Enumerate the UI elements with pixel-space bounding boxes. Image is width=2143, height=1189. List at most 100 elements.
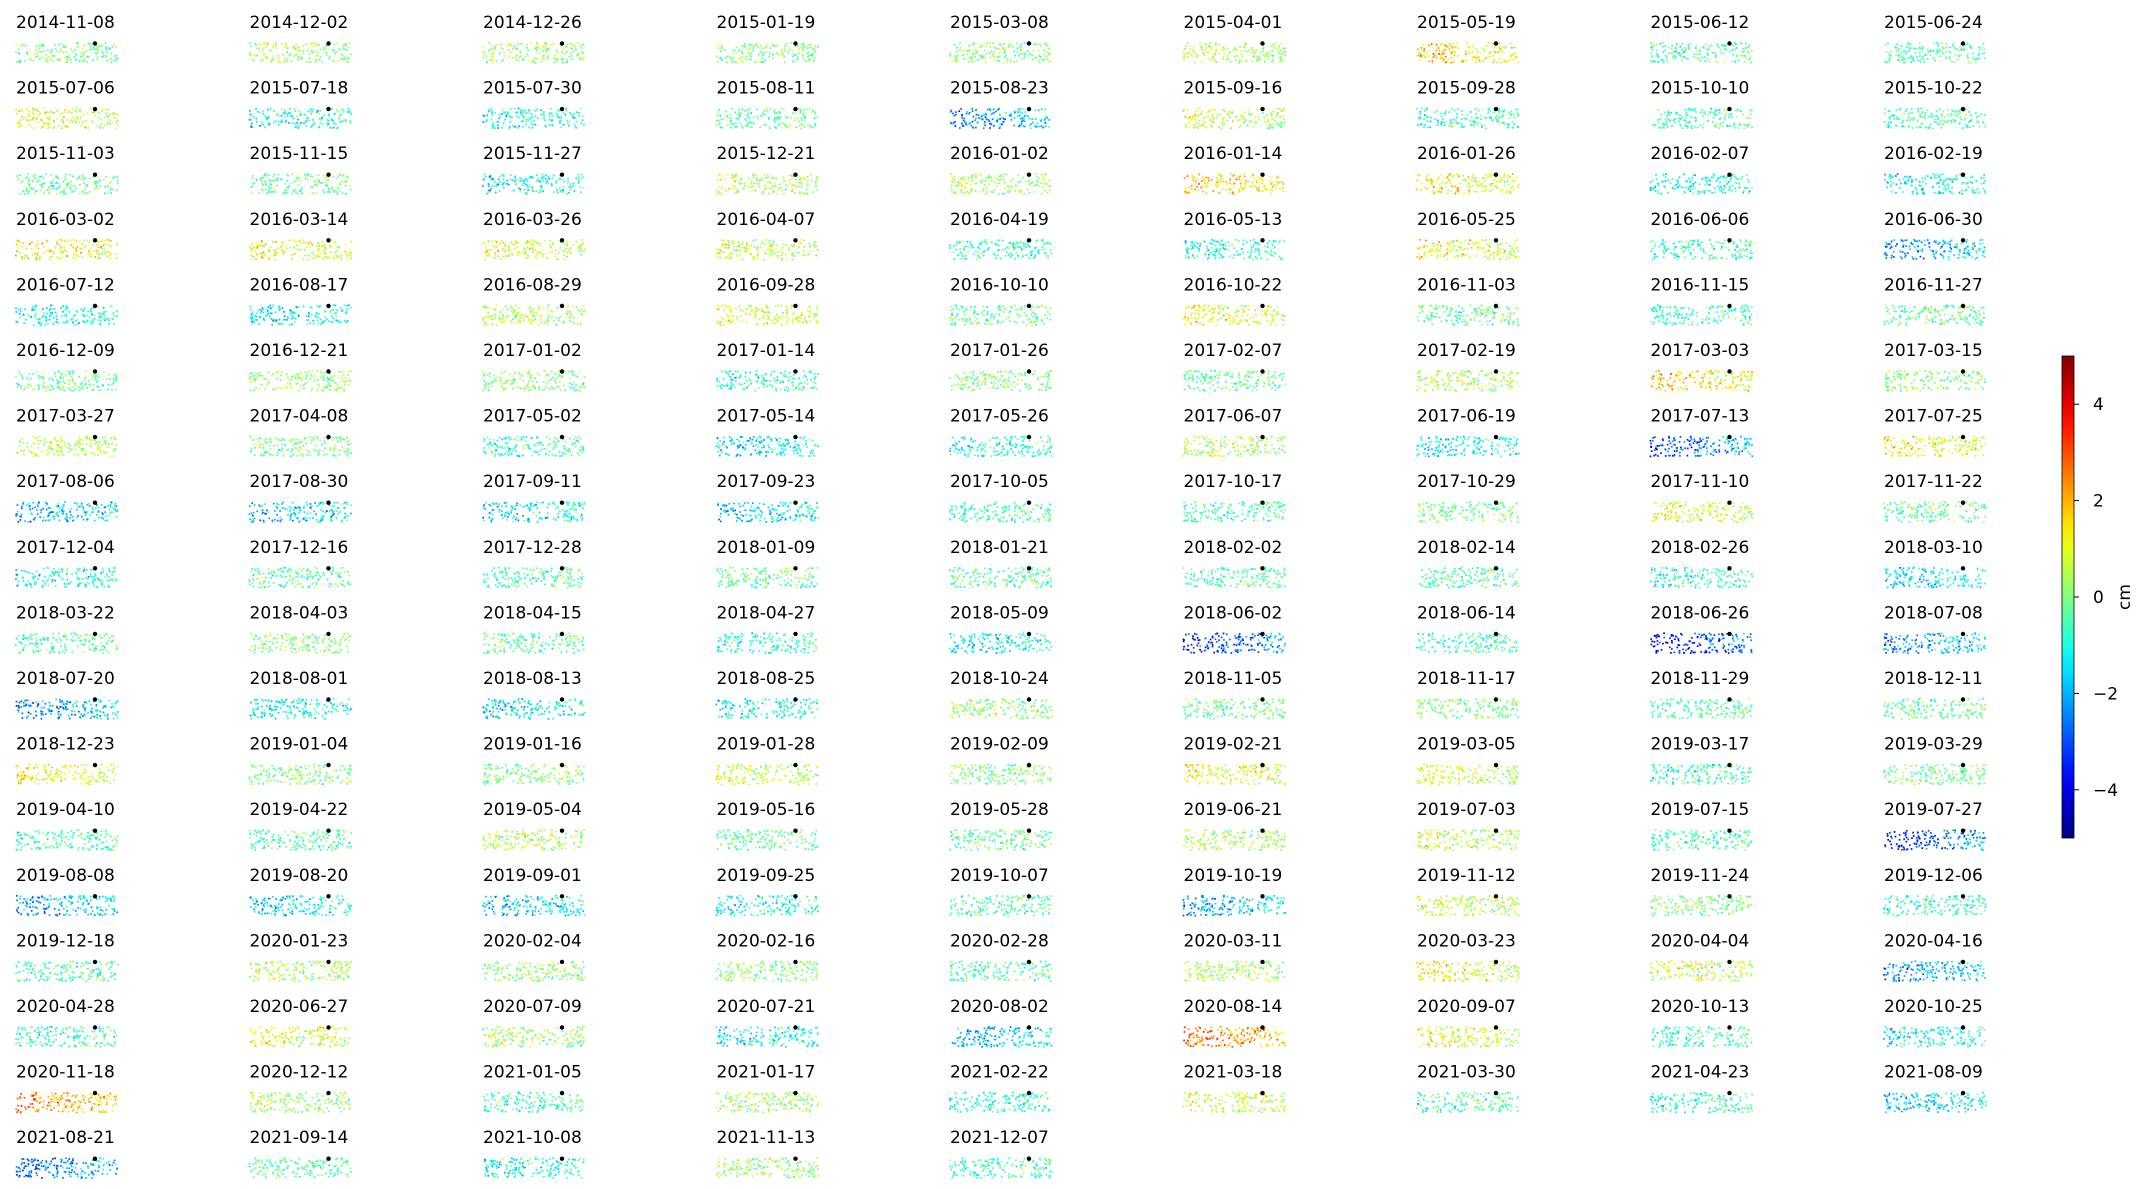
panel: 2015-06-12 [1650, 13, 1753, 64]
reference-point [326, 107, 330, 111]
scatter-point [752, 186, 754, 188]
scatter-point [747, 114, 749, 116]
scatter-point [1742, 192, 1744, 194]
scatter-point [785, 184, 787, 186]
scatter-point [1682, 128, 1684, 130]
scatter-point [501, 61, 503, 63]
scatter-point [989, 123, 991, 125]
scatter-point [1699, 184, 1701, 186]
scatter-point [1951, 61, 1953, 63]
scatter-point [1193, 50, 1195, 52]
scatter-point [1279, 53, 1281, 55]
scatter-point [75, 122, 77, 124]
scatter-point [743, 188, 745, 190]
scatter-point [263, 48, 265, 50]
scatter-point [577, 42, 579, 44]
scatter-point [967, 182, 969, 184]
scatter-point [744, 43, 746, 45]
scatter-point [763, 110, 765, 112]
scatter-point [547, 56, 549, 58]
scatter-point [1904, 58, 1906, 60]
scatter-point [522, 184, 524, 186]
scatter-point [1738, 127, 1740, 129]
scatter-point [1423, 50, 1425, 52]
scatter-point [724, 49, 726, 51]
scatter-point [1706, 58, 1708, 60]
scatter-point [1273, 110, 1275, 112]
scatter-point [49, 116, 51, 118]
scatter-point [1252, 185, 1254, 187]
scatter-point [560, 119, 562, 121]
scatter-point [990, 46, 992, 48]
scatter-point [570, 43, 572, 45]
scatter-point [747, 116, 749, 118]
scatter-point [314, 184, 316, 186]
scatter-point [313, 45, 315, 47]
scatter-point [1272, 59, 1274, 61]
scatter-point [1188, 53, 1190, 55]
scatter-point [1007, 185, 1009, 187]
scatter-point [1190, 120, 1192, 122]
scatter-point [53, 121, 55, 123]
scatter-point [972, 61, 974, 63]
scatter-point [22, 180, 24, 182]
scatter-point [1503, 180, 1505, 182]
scatter-point [975, 52, 977, 54]
scatter-point [719, 174, 721, 176]
scatter-point [337, 176, 339, 178]
scatter-point [580, 108, 582, 110]
scatter-point [1027, 189, 1029, 191]
scatter-point [1919, 55, 1921, 57]
scatter-point [1252, 52, 1254, 54]
scatter-point [554, 58, 556, 60]
scatter-point [36, 257, 38, 259]
scatter-point [1667, 192, 1669, 194]
scatter-point [1724, 109, 1726, 111]
scatter-point [1417, 48, 1419, 50]
scatter-point [488, 109, 490, 111]
scatter-point [93, 182, 95, 184]
scatter-point [1653, 124, 1655, 126]
scatter-point [1452, 176, 1454, 178]
scatter-point [256, 118, 258, 120]
scatter-point [1185, 187, 1187, 189]
scatter-point [1514, 117, 1516, 119]
scatter-point [506, 183, 508, 185]
scatter-point [106, 256, 108, 258]
scatter-point [1230, 61, 1232, 63]
scatter-point [313, 51, 315, 53]
scatter-point [1913, 119, 1915, 121]
scatter-point [1020, 46, 1022, 48]
scatter-point [1954, 121, 1956, 123]
scatter-point [792, 50, 794, 52]
scatter-point [969, 50, 971, 52]
scatter-point [536, 50, 538, 52]
scatter-point [1423, 126, 1425, 128]
scatter-point [536, 44, 538, 46]
scatter-point [22, 110, 24, 112]
scatter-point [525, 184, 527, 186]
scatter-point [559, 187, 561, 189]
scatter-point [261, 243, 263, 245]
scatter-point [1665, 180, 1667, 182]
scatter-point [1945, 47, 1947, 49]
scatter-point [44, 58, 46, 60]
scatter-point [974, 56, 976, 58]
scatter-point [1720, 186, 1722, 188]
scatter-point [1672, 178, 1674, 180]
scatter-point [1670, 183, 1672, 185]
scatter-point [1936, 177, 1938, 179]
scatter-point [961, 123, 963, 125]
scatter-point [43, 45, 45, 47]
scatter-point [1471, 117, 1473, 119]
scatter-point [983, 190, 985, 192]
scatter-point [1945, 56, 1947, 58]
scatter-point [1516, 177, 1518, 179]
scatter-point [1964, 127, 1966, 129]
scatter-point [312, 109, 314, 111]
scatter-point [1274, 120, 1276, 122]
scatter-point [1518, 184, 1520, 186]
scatter-point [1475, 61, 1477, 63]
scatter-point [1508, 112, 1510, 114]
scatter-point [504, 55, 506, 57]
